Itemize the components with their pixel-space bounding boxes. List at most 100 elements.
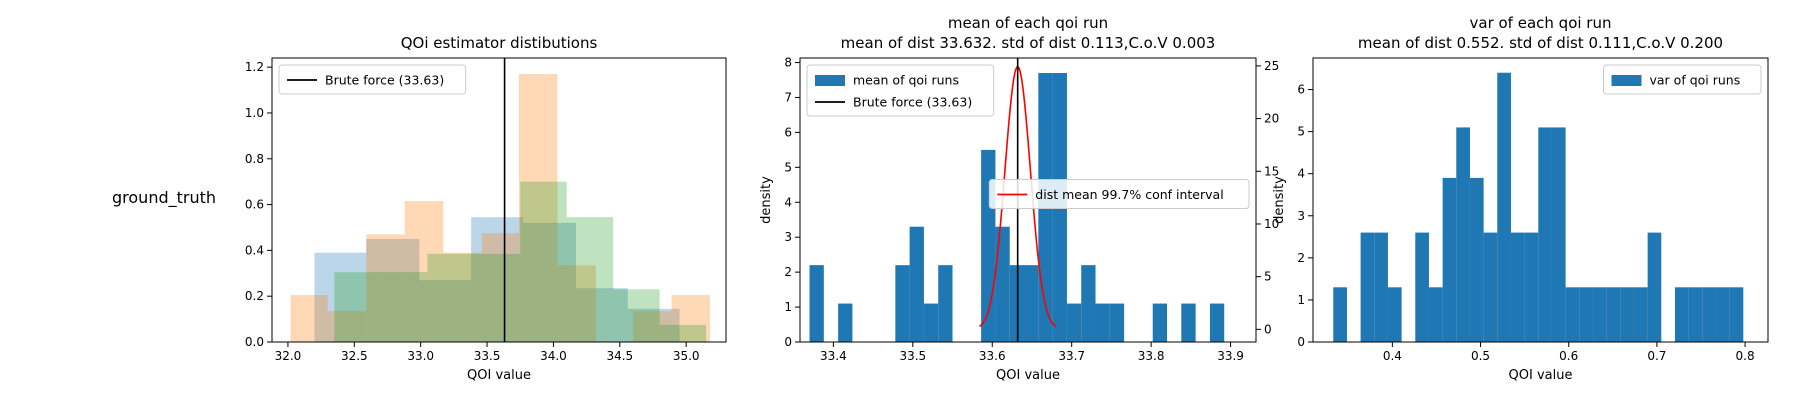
chart-title: mean of each qoi run (948, 14, 1108, 32)
y-tick-label: 1.0 (245, 106, 264, 120)
y-tick-label: 0 (784, 335, 792, 349)
histogram-bar (1152, 303, 1168, 342)
histogram-bar (327, 311, 367, 342)
y-tick-label: 1 (784, 300, 792, 314)
histogram-bar (566, 217, 614, 342)
histogram-bar (1497, 72, 1511, 342)
y-tick-label: 6 (784, 125, 792, 139)
chart-title: var of each qoi run (1470, 14, 1612, 32)
histogram-bar (938, 265, 953, 342)
histogram-bar (1181, 303, 1196, 342)
legend-box (988, 179, 1250, 209)
y-tick-label: 0.6 (245, 198, 264, 212)
histogram-bar (1024, 265, 1039, 342)
histogram-bar (1620, 287, 1634, 342)
y-tick-label: 3 (784, 230, 792, 244)
histogram-bar (473, 253, 521, 342)
histogram-bar (575, 288, 628, 342)
y-tick-label: 4 (1297, 167, 1305, 181)
axes-frame (1312, 57, 1769, 343)
y-tick-label: 8 (784, 56, 792, 70)
legend: var of qoi runs (1603, 64, 1762, 95)
legend-secondary: dist mean 99.7% conf interval (988, 179, 1250, 209)
x-tick-label: 33.7 (1058, 349, 1085, 363)
legend-box (806, 64, 995, 117)
y-tick-label: 3 (1297, 209, 1305, 223)
legend-swatch (1611, 75, 1642, 86)
histogram-bar (1081, 265, 1096, 342)
y-axis-label: density (1272, 176, 1287, 224)
x-tick-label: 0.4 (1383, 349, 1402, 363)
histogram-bar (1510, 232, 1525, 342)
y2-tick-label: 10 (1264, 217, 1279, 231)
x-tick-label: 33.9 (1217, 349, 1244, 363)
x-axis-label: QOI value (1509, 368, 1573, 383)
histogram-bar (1592, 287, 1607, 342)
plot-area (1333, 72, 1744, 342)
histogram-bar (809, 265, 824, 342)
legend-swatch (815, 75, 845, 86)
histogram-bar (895, 265, 910, 342)
x-tick-label: 34.5 (606, 349, 633, 363)
histogram-bar (1428, 287, 1443, 342)
x-tick-label: 33.5 (899, 349, 926, 363)
plot-area (290, 58, 711, 342)
x-tick-label: 0.6 (1559, 349, 1578, 363)
histogram-bar (1688, 287, 1703, 342)
y2-tick-label: 5 (1264, 270, 1272, 284)
histogram-bar (1387, 287, 1402, 342)
histogram-bar (1483, 232, 1498, 342)
histogram-bar (419, 280, 472, 342)
histogram-bar (557, 265, 596, 342)
histogram-bar (1647, 232, 1662, 342)
legend-box (278, 64, 467, 95)
x-tick-label: 33.4 (820, 349, 847, 363)
histogram-bar (427, 253, 474, 342)
y2-tick-label: 20 (1264, 112, 1279, 126)
histogram-bar (909, 226, 924, 342)
histogram-bar (1456, 127, 1470, 342)
y-tick-label: 4 (784, 195, 792, 209)
histogram-bar (1579, 287, 1593, 342)
x-tick-label: 32.0 (275, 349, 302, 363)
chart-panel-2: 33.4 33.5 33.6 33.7 33.8 33.9 0 1 2 3 4 5 6 7 8 0 5 10 15 2… (759, 14, 1279, 383)
y-tick-label: 0.0 (245, 335, 264, 349)
histogram-bar (314, 252, 367, 342)
histogram-bar (443, 252, 482, 342)
x-tick-label: 34.0 (540, 349, 567, 363)
histogram-bar (1415, 232, 1429, 342)
histogram-bar (633, 311, 672, 342)
histogram-bar (1633, 287, 1648, 342)
histogram-bar (1360, 232, 1375, 342)
legend-label: mean of qoi runs (853, 73, 959, 88)
y-tick-label: 0 (1297, 335, 1305, 349)
y2-tick-label: 25 (1264, 59, 1279, 73)
legend-label: dist mean 99.7% conf interval (1035, 187, 1223, 202)
y-tick-label: 5 (1297, 125, 1305, 139)
histogram-bar (1538, 127, 1552, 342)
x-tick-label: 35.0 (673, 349, 700, 363)
y-tick-label: 0.4 (245, 243, 264, 257)
chart-subtitle: mean of dist 33.632. std of dist 0.113,C… (841, 34, 1216, 52)
histogram-bar (671, 295, 711, 342)
y-tick-label: 5 (784, 160, 792, 174)
histogram-bar (1374, 232, 1388, 342)
histogram-bar (1066, 303, 1082, 342)
legend: mean of qoi runs Brute force (33.63) (806, 64, 995, 117)
y-tick-label: 2 (784, 265, 792, 279)
axes-frame (271, 57, 727, 343)
row-label: ground_truth (112, 188, 217, 207)
histogram-bar (1674, 287, 1689, 342)
x-axis-label: QOI value (467, 368, 531, 383)
histogram-bar (1524, 232, 1539, 342)
x-tick-label: 0.7 (1647, 349, 1666, 363)
x-tick-label: 0.8 (1736, 349, 1755, 363)
y-tick-label: 1 (1297, 293, 1305, 307)
histogram-bar (471, 217, 523, 342)
histogram-bar (290, 295, 328, 342)
histogram-bar (366, 234, 405, 342)
legend-label: Brute force (33.63) (325, 73, 444, 88)
histogram-bar (1442, 177, 1457, 342)
histogram-bar (627, 308, 680, 342)
